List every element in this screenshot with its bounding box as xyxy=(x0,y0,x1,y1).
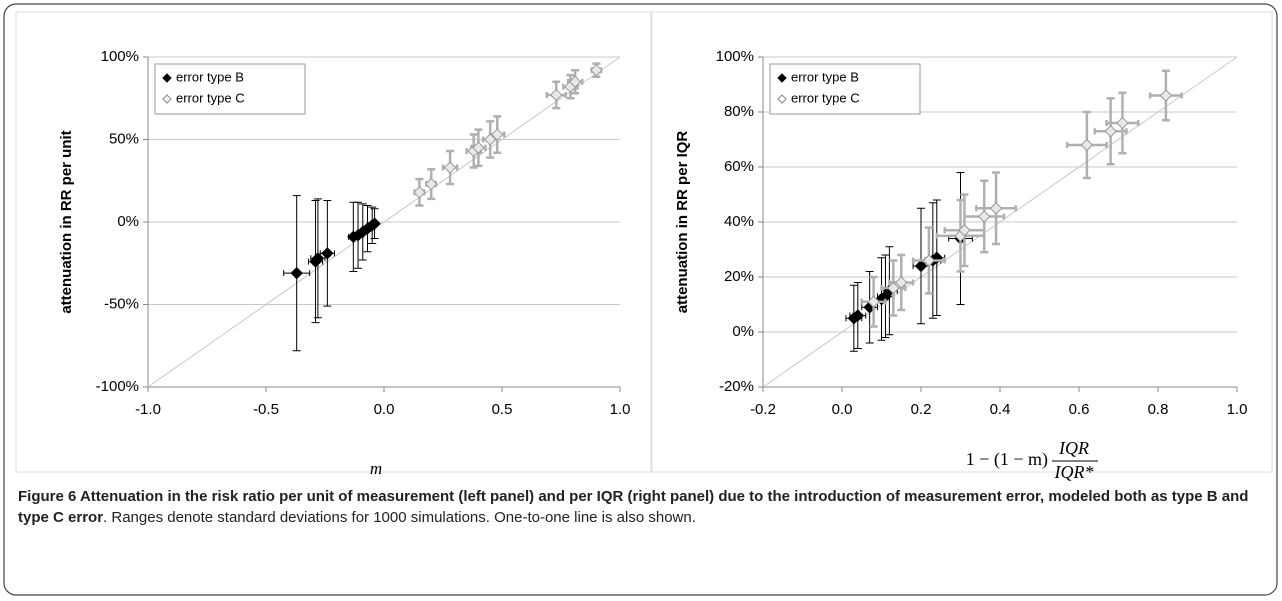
figure-frame xyxy=(3,3,1278,596)
y-tick-label: -50% xyxy=(104,295,139,312)
identity-line xyxy=(147,56,621,388)
legend-marker xyxy=(777,73,787,83)
x-tick-label: 1.0 xyxy=(1227,401,1248,418)
y-tick-label: 100% xyxy=(101,48,139,65)
x-tick-label: 0.4 xyxy=(990,401,1011,418)
x-tick-label: 0.0 xyxy=(374,401,395,418)
x-tick-label: 0.8 xyxy=(1148,401,1169,418)
data-point xyxy=(368,217,381,230)
data-point xyxy=(1159,89,1173,102)
caption-text: . Ranges denote standard deviations for … xyxy=(103,509,696,526)
x-tick-label: -1.0 xyxy=(135,401,161,418)
data-point xyxy=(443,161,457,174)
data-point xyxy=(895,276,908,289)
x-tick-label: 1.0 xyxy=(610,401,631,418)
x-axis-label: m xyxy=(370,459,382,478)
data-point xyxy=(483,133,497,146)
y-tick-label: -20% xyxy=(719,378,754,395)
x-tick-label: 0.5 xyxy=(492,401,513,418)
data-point xyxy=(1080,138,1094,152)
data-point xyxy=(1116,116,1129,130)
caption: Figure 6 Attenuation in the risk ratio p… xyxy=(18,486,1270,528)
x-tick-label: -0.5 xyxy=(253,401,279,418)
data-point xyxy=(290,266,303,280)
y-tick-label: 60% xyxy=(724,158,754,175)
y-tick-label: 80% xyxy=(724,103,754,120)
data-point xyxy=(321,247,334,260)
data-point xyxy=(413,186,426,199)
data-point xyxy=(867,295,880,308)
x-tick-label: 0.2 xyxy=(911,401,932,418)
data-point xyxy=(887,281,900,295)
data-point xyxy=(989,202,1003,215)
data-point xyxy=(424,177,438,191)
legend-box xyxy=(154,63,306,115)
data-point xyxy=(851,309,865,322)
data-point xyxy=(914,259,928,273)
caption-title: Figure 6 Attenuation in the risk ratio p… xyxy=(18,488,1249,526)
y-tick-label: 50% xyxy=(109,130,139,147)
x-axis-label: 1 − (1 − m) xyxy=(966,449,1048,470)
panel-frame xyxy=(15,11,652,473)
legend-label: error type B xyxy=(176,69,244,84)
data-point xyxy=(472,141,485,154)
legend-label: error type B xyxy=(791,69,859,84)
legend-label: error type C xyxy=(791,90,860,105)
y-axis-label: attenuation in RR per IQR xyxy=(674,131,691,314)
legend-marker xyxy=(777,94,787,104)
y-tick-label: 20% xyxy=(724,268,754,285)
identity-line xyxy=(762,56,1238,388)
legend-marker xyxy=(162,94,172,104)
x-tick-label: -0.2 xyxy=(750,401,776,418)
data-point xyxy=(311,252,325,265)
y-tick-label: -100% xyxy=(96,378,139,395)
y-tick-label: 100% xyxy=(716,48,754,65)
x-tick-label: 0.0 xyxy=(832,401,853,418)
data-point xyxy=(958,224,971,237)
data-point xyxy=(977,210,991,223)
data-point xyxy=(1104,125,1117,138)
x-tick-label: 0.6 xyxy=(1069,401,1090,418)
data-point xyxy=(491,128,504,141)
data-point xyxy=(550,88,563,102)
legend-marker xyxy=(162,73,172,83)
data-point xyxy=(590,63,603,77)
y-tick-label: 0% xyxy=(117,213,139,230)
y-tick-label: 0% xyxy=(732,323,754,340)
panel-frame xyxy=(651,11,1273,473)
data-point xyxy=(922,254,936,267)
data-point xyxy=(568,75,582,88)
legend-box xyxy=(769,63,921,115)
x-axis-label-denominator: IQR* xyxy=(1054,462,1094,482)
y-axis-label: attenuation in RR per unit xyxy=(58,130,75,313)
legend-label: error type C xyxy=(176,90,245,105)
x-axis-label-numerator: IQR xyxy=(1058,438,1089,458)
y-tick-label: 40% xyxy=(724,213,754,230)
